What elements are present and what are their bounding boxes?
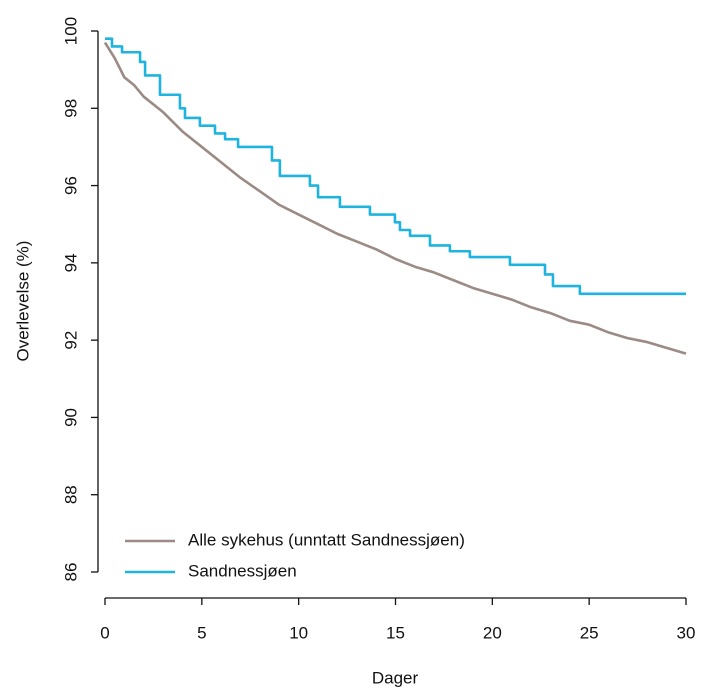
y-tick-label: 100 — [61, 17, 80, 45]
x-tick-label: 15 — [386, 623, 405, 642]
x-axis-label: Dager — [372, 668, 419, 687]
y-tick-label: 88 — [61, 485, 80, 504]
y-tick-label: 86 — [61, 563, 80, 582]
x-tick-label: 0 — [100, 623, 109, 642]
x-tick-label: 20 — [483, 623, 502, 642]
x-tick-label: 10 — [289, 623, 308, 642]
legend-label: Sandnessjøen — [188, 561, 297, 580]
y-tick-label: 96 — [61, 176, 80, 195]
y-axis-label: Overlevelse (%) — [13, 241, 32, 362]
x-tick-label: 25 — [580, 623, 599, 642]
line-series — [103, 41, 687, 355]
legend-label: Alle sykehus (unntatt Sandnessjøen) — [188, 530, 465, 549]
y-tick-label: 90 — [61, 408, 80, 427]
x-tick-label: 30 — [677, 623, 696, 642]
y-tick-label: 98 — [61, 99, 80, 118]
y-tick-label: 94 — [61, 253, 80, 272]
x-tick-label: 5 — [197, 623, 206, 642]
y-tick-label: 92 — [61, 331, 80, 350]
line-series — [105, 37, 686, 296]
